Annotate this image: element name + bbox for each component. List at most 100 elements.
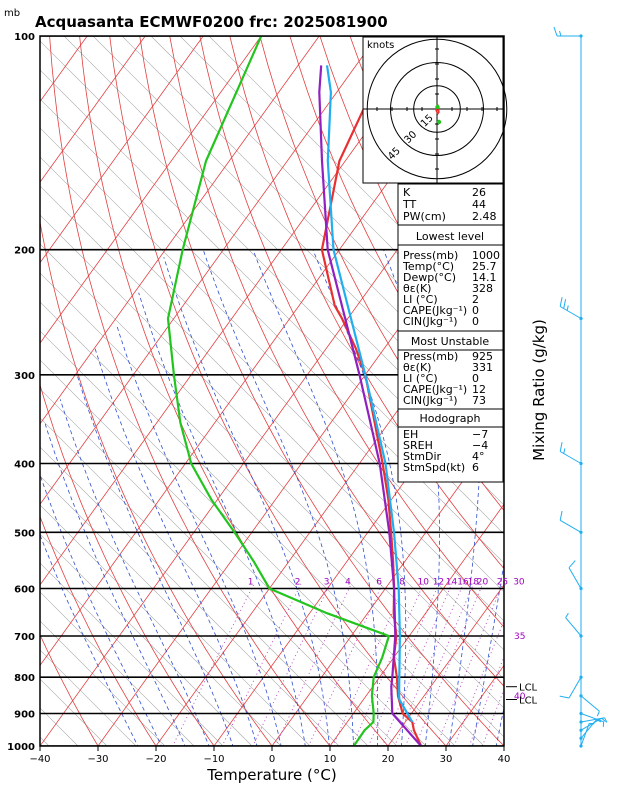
grid-diagonal [40,446,340,746]
wind-barb-half [559,30,562,37]
grid-diagonal [40,98,504,564]
wind-barb-dot [579,461,583,466]
most-unstable-value: 331 [472,361,493,374]
isotherm [40,36,378,506]
moist-adiabat [76,374,234,746]
isotherm [40,36,320,425]
wind-barb-flag [559,510,563,521]
wind-barb-shaft [559,519,582,533]
wind-barb-dot [579,728,583,732]
dry-adiabat [199,36,504,628]
mixing-ratio-label: 30 [513,578,525,588]
lowest-level-label: θε(K) [403,282,431,295]
dry-adiabat [109,36,447,746]
temperature-tick: −40 [29,754,50,765]
mixing-ratio-label: 14 [446,578,458,588]
wind-barb-dot [579,316,583,321]
wind-barb-flag [553,26,558,37]
mixing-ratio-label: 4 [345,578,351,588]
temperature-tick: −10 [203,754,224,765]
isotherm [97,181,504,746]
moist-adiabat [40,533,139,746]
pressure-tick-labels: 1000 900 800 700 600 500 400 300 200 100 [7,32,35,753]
lowest-level-label: CAPE(Jkg⁻¹) [403,304,467,317]
dry-adiabat [40,633,99,746]
wind-barb-flag [559,297,563,307]
wind-barb-shaft [568,676,582,699]
grid-diagonal [150,36,504,390]
mixing-ratio-line [221,583,302,746]
most-unstable-value: 73 [472,394,486,407]
mixing-ratio-label: 3 [324,578,330,588]
mixing-ratio-line [351,583,425,746]
isotherm [551,20,618,761]
wind-barb-shaft [559,306,582,319]
most-unstable-value: 925 [472,350,493,363]
hodograph-param-label: EH [403,428,418,441]
wind-barb-shaft [559,451,582,464]
wind-barb-dot [579,34,583,38]
chart-title: Acquasanta ECMWF0200 frc: 2025081900 [35,13,388,31]
moist-adiabat [312,249,407,746]
plot-layers [0,20,618,761]
sounding-traces [166,36,423,746]
temperature-tick: 0 [269,754,275,765]
dry-adiabat [169,36,504,687]
mixing-ratio-line [252,583,331,746]
isotherm [40,36,436,586]
wind-barb-shaft [580,717,605,723]
mixing-ratio-label: 40 [514,692,526,702]
isotherm [271,423,504,746]
lowest-level-label: Dewp(°C) [403,271,456,284]
lowest-level-value: 2 [472,293,479,306]
isotherm [0,20,41,761]
mixing-ratio-axis-label: Mixing Ratio (g/kg) [530,319,548,461]
grid-diagonal [40,591,195,746]
wind-barb-half [601,717,606,723]
hodograph-param-value: 4° [472,450,485,463]
dry-adiabat [499,36,504,45]
mixing-ratio-label: 12 [433,578,444,588]
wind-barb-dot [579,634,583,638]
moist-adiabat [448,249,482,746]
dry-adiabat [139,36,504,746]
grid-diagonal [40,533,253,746]
temperature-tick: 40 [498,754,511,765]
temperature-tick: −30 [87,754,108,765]
mixing-ratio-line [381,583,453,746]
grid-diagonal [40,40,504,506]
moist-adiabat [495,705,504,746]
k-index-label: K [403,186,411,199]
grid-diagonal [40,185,504,651]
mixing-ratio-line [368,583,440,746]
wind-barb-half [596,711,600,717]
moist-adiabat [138,292,306,746]
wind-barb-shaft [565,617,582,637]
lowest-level-label: CIN(Jkg⁻¹) [403,315,458,328]
hodograph-ring [390,62,484,156]
pressure-tick: 200 [14,246,35,257]
lowest-level-rows: Press(mb) 1000 Temp(°C) 25.7 Dewp(°C) 14.1 θε(… [402,249,500,328]
pressure-tick: 700 [14,632,35,643]
hodograph-param-label: StmDir [403,450,442,463]
hodograph-param-label: SREH [403,439,433,452]
hodograph-param-value: −7 [472,428,488,441]
temperature-tick: −20 [145,754,166,765]
moist-adiabat [44,422,186,746]
grid-diagonal [40,243,504,709]
isotherm [329,503,504,746]
hodograph-ring [366,38,508,180]
hodograph-trace [435,104,440,116]
grid-diagonal [40,330,456,746]
hodograph-param-value: −4 [472,439,488,452]
hodograph-param-value: 6 [472,461,479,474]
pressure-tick: 800 [14,673,35,684]
wind-barb-shaft [580,713,604,723]
moist-adiabat [40,473,162,746]
most-unstable-label: CAPE(Jkg⁻¹) [403,383,467,396]
lowest-level-header: Lowest level [416,230,484,243]
mixing-ratio-line [468,655,504,746]
dry-adiabat [560,36,618,761]
